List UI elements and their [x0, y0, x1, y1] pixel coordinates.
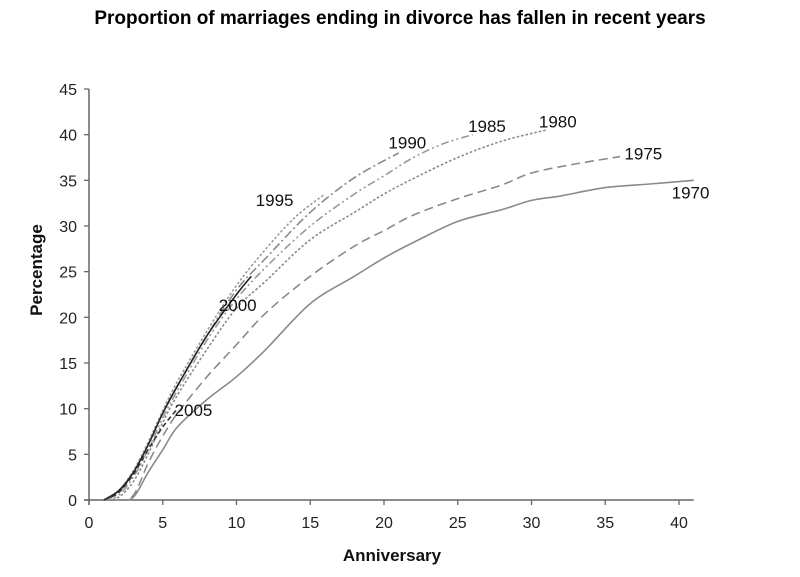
x-tick-label: 40 — [670, 515, 688, 532]
x-tick-label: 30 — [523, 515, 541, 532]
series-line-1980 — [103, 129, 547, 501]
y-axis-title: Percentage — [27, 224, 46, 316]
chart-title: Proportion of marriages ending in divorc… — [94, 8, 706, 29]
y-tick-label: 15 — [59, 356, 77, 373]
y-tick-label: 30 — [59, 219, 77, 236]
series-line-2000 — [103, 275, 252, 501]
series-label-1985: 1985 — [468, 117, 506, 136]
series-line-1970 — [103, 179, 694, 502]
series-label-2005: 2005 — [175, 401, 213, 420]
series-line-1985 — [103, 133, 473, 501]
series-label-1995: 1995 — [256, 191, 294, 210]
x-tick-label: 35 — [596, 515, 614, 532]
y-tick-label: 25 — [59, 265, 77, 282]
series-line-1975 — [103, 155, 621, 502]
series-label-1975: 1975 — [624, 144, 662, 163]
y-tick-label: 40 — [59, 128, 77, 145]
y-tick-label: 0 — [68, 493, 77, 510]
series-label-1970: 1970 — [672, 184, 710, 203]
x-axis-title: Anniversary — [343, 546, 442, 565]
x-tick-label: 25 — [449, 515, 467, 532]
y-tick-label: 10 — [59, 402, 77, 419]
x-tick-label: 15 — [301, 515, 319, 532]
series-line-2005 — [103, 408, 179, 501]
series-line-1995 — [103, 193, 326, 501]
x-tick-label: 5 — [158, 515, 167, 532]
x-tick-label: 20 — [375, 515, 393, 532]
series-label-1990: 1990 — [388, 133, 426, 152]
y-tick-label: 45 — [59, 82, 77, 99]
x-tick-label: 10 — [228, 515, 246, 532]
series-line-1990 — [103, 152, 400, 501]
series-label-1980: 1980 — [539, 112, 577, 131]
y-tick-label: 5 — [68, 447, 77, 464]
series-label-2000: 2000 — [219, 296, 257, 315]
x-tick-label: 0 — [85, 515, 94, 532]
y-tick-label: 35 — [59, 173, 77, 190]
y-tick-label: 20 — [59, 310, 77, 327]
